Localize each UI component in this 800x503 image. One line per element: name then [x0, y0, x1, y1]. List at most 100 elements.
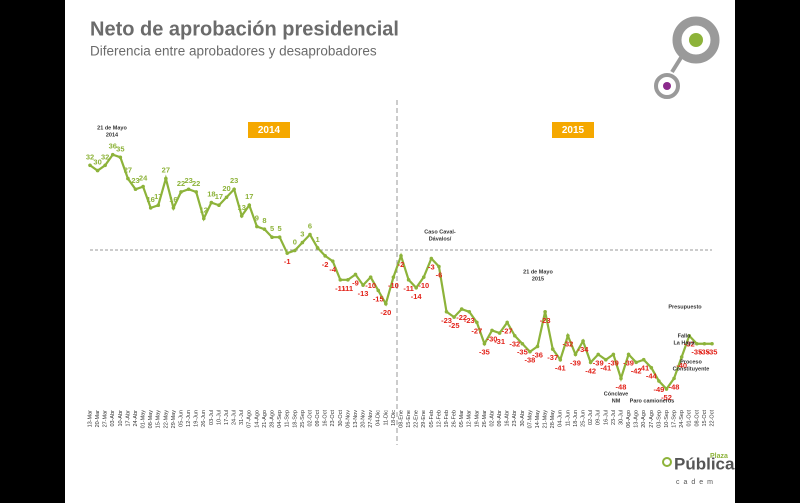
x-tick-label: 10-Sep [664, 410, 670, 428]
value-label: -9 [352, 278, 359, 287]
annotation: Paro camioneros [630, 398, 675, 404]
value-label: -32 [562, 340, 573, 349]
point [550, 347, 555, 351]
value-label: -11 [403, 284, 413, 293]
x-tick-label: 22-May [163, 410, 169, 429]
x-tick-label: 30-Oct [338, 410, 344, 427]
point [573, 352, 578, 357]
x-tick-label: 25-Sep [300, 410, 306, 428]
value-label: -42 [631, 366, 642, 375]
point [649, 365, 654, 370]
point [368, 275, 373, 279]
point [588, 360, 593, 365]
x-tick-label: 20-Nov [361, 410, 367, 428]
point [391, 275, 396, 279]
value-label: -36 [532, 350, 543, 359]
value-label: -32 [509, 340, 520, 349]
x-tick-label: 05-Feb [429, 410, 435, 427]
x-tick-label: 29-Ene [421, 410, 427, 428]
point [596, 352, 601, 357]
value-label: -23 [441, 316, 452, 325]
x-tick-label: 05-Mar [459, 410, 465, 428]
x-tick-label: 19-Feb [444, 410, 450, 427]
value-label: -37 [547, 353, 558, 362]
point [247, 203, 252, 208]
x-tick-label: 31-Jul [239, 410, 245, 425]
point [535, 344, 540, 349]
x-tick-label: 18-Dic [391, 410, 397, 426]
value-label: -48 [669, 382, 680, 391]
point [285, 251, 290, 255]
point [88, 163, 92, 168]
point [300, 240, 305, 245]
point [406, 278, 411, 282]
point [505, 320, 509, 325]
x-tick-label: 24-Abr [133, 410, 139, 427]
point [399, 254, 403, 258]
point [512, 333, 517, 338]
x-tick-label: 25-Jun [581, 410, 587, 427]
value-label: 0 [293, 237, 297, 246]
point [558, 357, 563, 362]
year-label: 2015 [562, 125, 585, 136]
annotation: Fallo [678, 333, 691, 339]
point [239, 214, 244, 218]
point [126, 176, 130, 181]
chart-title: Neto de aprobación presidencial [90, 18, 399, 40]
point [330, 259, 335, 263]
point [148, 206, 153, 210]
point [657, 379, 661, 383]
x-tick-label: 10-Jul [216, 410, 222, 425]
value-label: 32 [101, 152, 109, 161]
annotation: Constituyente [673, 366, 710, 372]
point [209, 200, 214, 205]
x-tick-label: 04-Dic [376, 410, 382, 426]
point [710, 341, 714, 346]
value-label: 30 [93, 158, 101, 167]
x-tick-label: 07-May [527, 410, 533, 429]
point [604, 357, 608, 362]
x-tick-label: 09-Abr [497, 410, 503, 427]
x-tick-label: 13-Mar [87, 410, 93, 428]
value-label: 3 [300, 230, 304, 239]
x-tick-label: 26-Mar [482, 410, 488, 428]
x-tick-label: 15-Oct [702, 410, 708, 427]
value-label: -11 [343, 284, 353, 293]
value-label: -2 [398, 260, 405, 269]
x-tick-label: 11-Sep [285, 410, 291, 427]
point [270, 235, 274, 239]
point [444, 309, 449, 314]
point [118, 155, 123, 160]
value-label: -48 [616, 382, 627, 391]
x-tick-label: 27-Ago [649, 410, 655, 428]
value-label: 5 [270, 224, 274, 233]
point [611, 352, 616, 357]
x-tick-label: 18-Jun [573, 410, 579, 427]
value-label: 9 [255, 214, 259, 223]
value-label: -38 [525, 356, 536, 365]
point [194, 190, 198, 194]
point [179, 190, 183, 194]
value-label: 20 [222, 184, 230, 193]
point [581, 339, 585, 343]
value-label: -23 [464, 316, 475, 325]
x-tick-label: 13-Ago [634, 410, 640, 428]
point [452, 315, 456, 319]
annotation: 2015 [532, 276, 544, 282]
x-tick-label: 21-Ago [262, 410, 268, 428]
x-tick-label: 18-Sep [292, 410, 298, 428]
value-label: -4 [329, 265, 336, 274]
value-label: -30 [487, 334, 498, 343]
annotation: Dávalos/ [429, 236, 452, 242]
x-tick-label: 06-Ago [626, 410, 632, 428]
x-tick-label: 23-Jul [611, 410, 617, 425]
x-tick-label: 23-Oct [330, 410, 336, 427]
value-label: 22 [177, 179, 185, 188]
x-tick-label: 01-May [141, 410, 147, 429]
x-tick-label: 02-Abr [489, 410, 495, 427]
value-label: -1 [284, 257, 291, 266]
x-tick-label: 09-Jul [596, 410, 602, 425]
point [482, 341, 487, 346]
value-label: 23 [184, 176, 192, 185]
value-label: -31 [494, 337, 505, 346]
